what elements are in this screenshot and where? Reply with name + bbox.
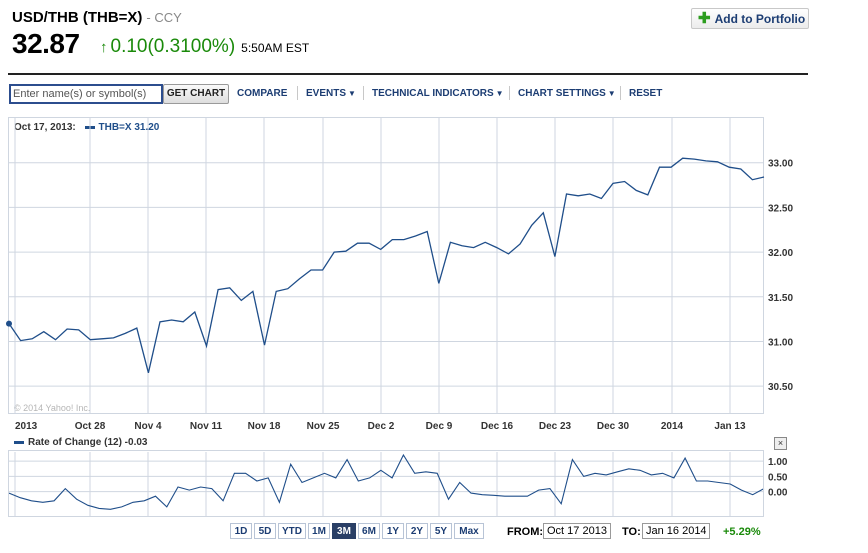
main-gridlines <box>9 118 764 413</box>
to-label: TO: <box>622 526 641 538</box>
range-button-max[interactable]: Max <box>454 523 484 539</box>
start-point-marker <box>6 320 12 327</box>
indicator-gridlines <box>9 452 764 516</box>
x-tick-label: Oct 28 <box>75 421 106 432</box>
range-button-1y[interactable]: 1Y <box>382 523 404 539</box>
events-menu[interactable]: EVENTS ▼ <box>306 88 356 99</box>
caret-down-icon: ▼ <box>607 89 616 98</box>
get-chart-button[interactable]: GET CHART <box>163 84 229 104</box>
main-x-tick-labels: 2013 Oct 28 Nov 4 Nov 11 Nov 18 Nov 25 Dec 2 De… <box>15 421 746 432</box>
x-tick-label: Dec 2 <box>368 421 395 432</box>
technical-indicators-menu[interactable]: TECHNICAL INDICATORS ▼ <box>372 88 504 99</box>
x-tick-label: 2013 <box>15 421 38 432</box>
x-tick-label: Dec 23 <box>539 421 572 432</box>
x-tick-label: Dec 9 <box>426 421 453 432</box>
toolbar-separator <box>363 86 364 100</box>
x-tick-label: Nov 18 <box>248 421 281 432</box>
y-tick-label: 0.00 <box>768 488 788 499</box>
roc-line <box>8 453 765 510</box>
indicator-legend-text: Rate of Change (12) -0.03 <box>28 437 148 448</box>
y-tick-label: 1.00 <box>768 457 788 468</box>
toolbar-separator <box>509 86 510 100</box>
technical-indicators-label: TECHNICAL INDICATORS <box>372 88 494 99</box>
symbol-name: USD/THB (THB=X) <box>12 9 143 26</box>
price-line <box>8 157 765 373</box>
caret-down-icon: ▼ <box>348 89 356 98</box>
price-change: ↑ 0.10(0.3100%) 5:50AM EST <box>100 36 309 58</box>
range-button-2y[interactable]: 2Y <box>406 523 428 539</box>
x-tick-label: Nov 11 <box>190 421 223 432</box>
events-label: EVENTS <box>306 88 347 99</box>
x-tick-label: Nov 25 <box>307 421 340 432</box>
add-to-portfolio-button[interactable]: ✚ Add to Portfolio <box>691 8 809 29</box>
up-arrow-icon: ↑ <box>100 39 108 56</box>
from-label: FROM: <box>507 526 544 538</box>
range-button-3m[interactable]: 3M <box>332 523 356 539</box>
close-indicator-icon[interactable]: × <box>774 437 787 450</box>
reset-link[interactable]: RESET <box>629 88 663 99</box>
y-tick-label: 31.50 <box>768 293 793 304</box>
chart-settings-menu[interactable]: CHART SETTINGS ▼ <box>518 88 616 99</box>
roc-series <box>8 453 765 510</box>
chart-settings-label: CHART SETTINGS <box>518 88 606 99</box>
range-button-6m[interactable]: 6M <box>358 523 380 539</box>
x-tick-label: 2014 <box>661 421 684 432</box>
y-tick-label: 33.00 <box>768 159 793 170</box>
range-button-5y[interactable]: 5Y <box>430 523 452 539</box>
quote-time: 5:50AM EST <box>241 41 310 55</box>
toolbar-separator <box>297 86 298 100</box>
range-button-5d[interactable]: 5D <box>254 523 276 539</box>
y-tick-label: 30.50 <box>768 382 793 393</box>
add-to-portfolio-label: Add to Portfolio <box>714 12 806 26</box>
x-tick-label: Jan 13 <box>714 421 746 432</box>
compare-link[interactable]: COMPARE <box>237 88 288 99</box>
range-button-1m[interactable]: 1M <box>308 523 330 539</box>
asset-class: - CCY <box>146 10 182 25</box>
range-button-ytd[interactable]: YTD <box>278 523 306 539</box>
legend-series: THB=X 31.20 <box>98 122 160 133</box>
price-chart-frame <box>8 117 764 414</box>
x-tick-label: Dec 16 <box>481 421 514 432</box>
symbol-title: USD/THB (THB=X) - CCY <box>12 9 182 26</box>
indicator-y-tick-labels: 1.00 0.50 0.00 <box>768 457 788 498</box>
caret-down-icon: ▼ <box>495 89 504 98</box>
y-tick-label: 31.00 <box>768 337 793 348</box>
indicator-legend: Rate of Change (12) -0.03 <box>14 437 147 448</box>
indicator-swatch <box>14 440 24 444</box>
y-tick-label: 32.50 <box>768 203 793 214</box>
price-series <box>6 157 765 373</box>
watermark: © 2014 Yahoo! Inc. <box>14 403 91 413</box>
toolbar-separator <box>620 86 621 100</box>
plus-icon: ✚ <box>698 10 711 27</box>
to-date-input[interactable] <box>642 523 710 539</box>
y-tick-label: 0.50 <box>768 472 788 483</box>
main-y-tick-labels: 33.00 32.50 32.00 31.50 31.00 30.50 <box>768 159 793 393</box>
legend-date: Oct 17, 2013: <box>14 122 76 133</box>
from-date-input[interactable] <box>543 523 611 539</box>
period-change: +5.29% <box>723 526 761 538</box>
range-button-1d[interactable]: 1D <box>230 523 252 539</box>
y-tick-label: 32.00 <box>768 248 793 259</box>
indicator-frame <box>8 450 764 517</box>
last-price: 32.87 <box>12 28 80 59</box>
header-divider <box>8 73 808 75</box>
change-value: 0.10(0.3100%) <box>110 36 236 57</box>
x-tick-label: Nov 4 <box>134 421 162 432</box>
symbol-search-input[interactable] <box>9 84 163 104</box>
x-tick-label: Dec 30 <box>597 421 630 432</box>
